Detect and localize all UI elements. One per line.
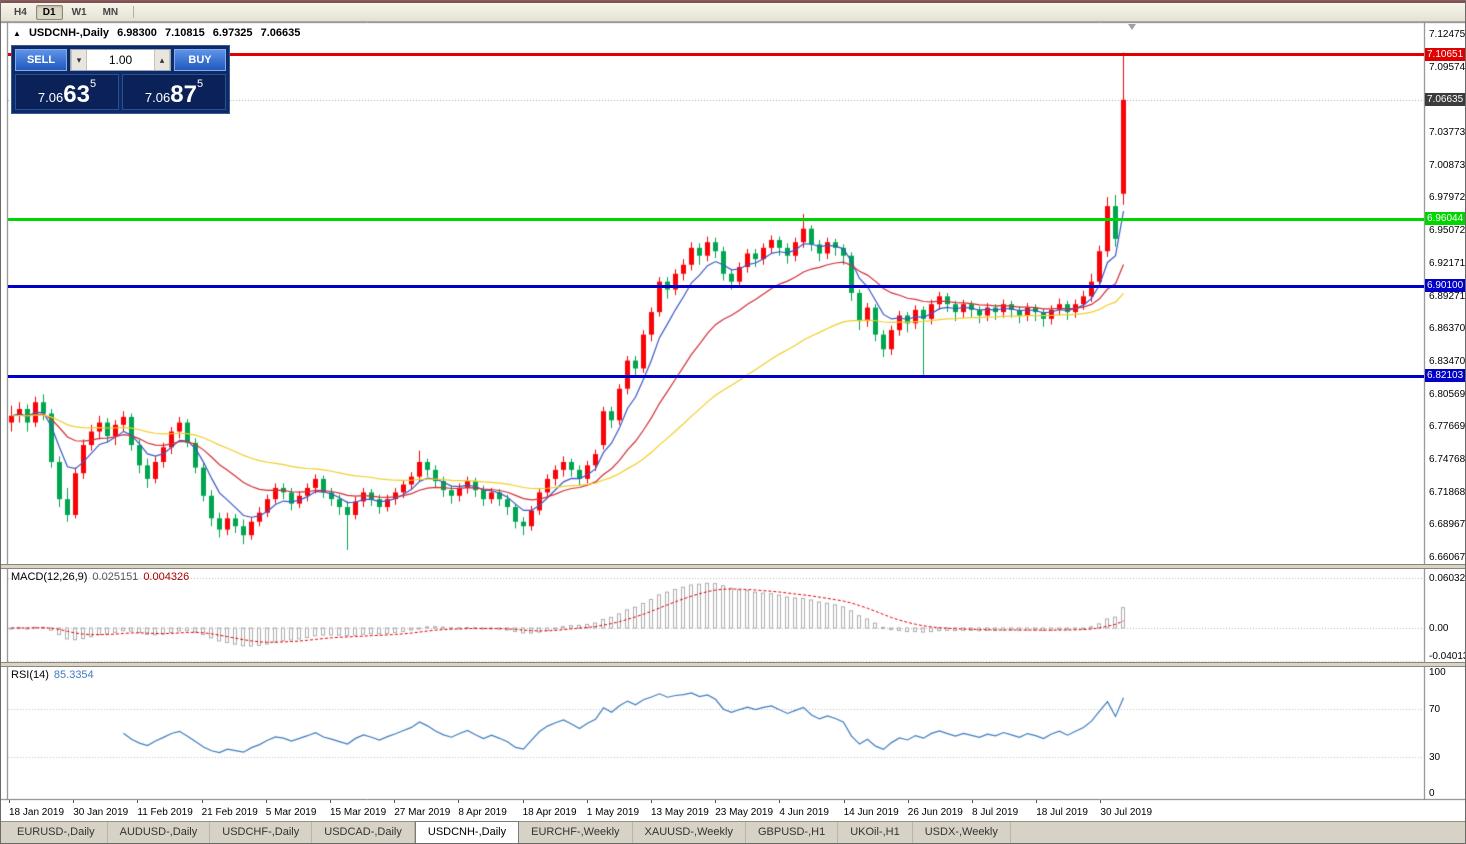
rsi-indicator-label: RSI(14) 85.3354 <box>11 669 99 681</box>
bid-price-pipette: 5 <box>89 78 97 90</box>
chart-tab-usdcad[interactable]: USDCAD-,Daily <box>312 822 415 843</box>
timeframe-button-w1[interactable]: W1 <box>71 6 87 18</box>
rsi-name: RSI(14) <box>11 669 49 681</box>
ohlc-low: 6.97325 <box>212 27 253 39</box>
trade-panel-collapse-icon[interactable]: ▲ <box>13 29 21 38</box>
ask-price-pipette: 5 <box>196 78 204 90</box>
chart-symbol-period: USDCNH-,Daily <box>28 27 110 39</box>
ohlc-close: 7.06635 <box>260 27 301 39</box>
volume-decrease-icon[interactable]: ▾ <box>71 50 87 70</box>
chart-tab-xauusd[interactable]: XAUUSD-,Weekly <box>633 822 746 843</box>
bid-price-pips: 63 <box>63 81 90 108</box>
ohlc-high: 7.10815 <box>164 27 205 39</box>
toolbar-separator <box>133 6 135 18</box>
timeframe-button-group: H4 D1 W1 MN <box>7 4 127 20</box>
volume-increase-icon[interactable]: ▴ <box>154 50 170 70</box>
chart-tab-eurusd[interactable]: EURUSD-,Daily <box>5 822 108 843</box>
level-line-6.96044[interactable] <box>8 217 1424 221</box>
chart-tab-usdcnh[interactable]: USDCNH-,Daily <box>414 821 520 843</box>
rsi-panel[interactable] <box>8 667 1424 799</box>
ask-price-prefix: 7.06 <box>144 90 171 105</box>
macd-panel[interactable] <box>8 569 1424 662</box>
level-line-6.82103[interactable] <box>8 374 1424 378</box>
ask-price-pips: 87 <box>170 81 197 108</box>
macd-name: MACD(12,26,9) <box>11 571 88 583</box>
rsi-value: 85.3354 <box>53 669 94 681</box>
macd-value-signal: 0.004326 <box>143 571 190 583</box>
window-top-edge <box>1 1 1465 3</box>
buy-button[interactable]: BUY <box>174 49 226 71</box>
chart-title: ▲ USDCNH-,Daily 6.98300 7.10815 6.97325 … <box>13 27 305 39</box>
chart-tab-eurchf[interactable]: EURCHF-,Weekly <box>519 822 633 843</box>
level-line-7.10651[interactable] <box>8 53 1424 57</box>
volume-input[interactable] <box>87 52 154 68</box>
chart-tab-ukoil[interactable]: UKOil-,H1 <box>838 822 913 843</box>
chart-tab-gbpusd[interactable]: GBPUSD-,H1 <box>746 822 839 843</box>
macd-value-main: 0.025151 <box>92 571 139 583</box>
panel-splitter-rsi[interactable] <box>1 662 1465 667</box>
toolbar: H4 D1 W1 MN <box>1 3 1465 22</box>
panel-splitter-macd[interactable] <box>1 564 1465 569</box>
level-line-6.90100[interactable] <box>8 284 1424 288</box>
timeframe-button-h4[interactable]: H4 <box>14 6 27 18</box>
timeframe-button-d1[interactable]: D1 <box>35 4 63 20</box>
chart-tab-usdx[interactable]: USDX-,Weekly <box>913 822 1011 843</box>
chart-tab-audusd[interactable]: AUDUSD-,Daily <box>108 822 211 843</box>
volume-field: ▾ ▴ <box>70 49 171 71</box>
chart-shift-marker-icon[interactable] <box>1128 24 1136 30</box>
timeframe-button-mn[interactable]: MN <box>102 6 119 18</box>
bid-price-prefix: 7.06 <box>37 90 64 105</box>
chart-tab-bar: EURUSD-,Daily AUDUSD-,Daily USDCHF-,Daily U… <box>1 821 1465 843</box>
bid-price-display: 7.06 63 5 <box>15 74 119 110</box>
ohlc-open: 6.98300 <box>117 27 157 39</box>
macd-indicator-label: MACD(12,26,9) 0.025151 0.004326 <box>11 571 194 583</box>
chart-tab-usdchf[interactable]: USDCHF-,Daily <box>210 822 313 843</box>
ask-price-display: 7.06 87 5 <box>122 74 226 110</box>
sell-button[interactable]: SELL <box>15 49 67 71</box>
